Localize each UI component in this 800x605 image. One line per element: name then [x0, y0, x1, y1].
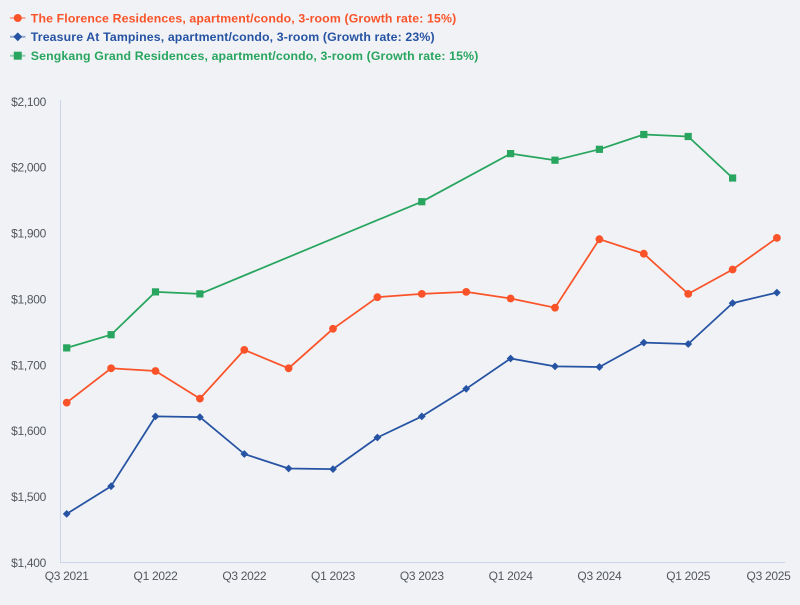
- svg-text:Q1 2023: Q1 2023: [311, 569, 356, 583]
- svg-text:$2,100: $2,100: [11, 95, 47, 109]
- svg-text:Q3 2021: Q3 2021: [45, 569, 90, 583]
- svg-text:$1,400: $1,400: [11, 556, 47, 570]
- svg-text:$2,000: $2,000: [11, 161, 47, 175]
- svg-text:Q3 2023: Q3 2023: [400, 569, 445, 583]
- svg-text:$1,800: $1,800: [11, 292, 47, 306]
- svg-text:Sengkang Grand Residences, apa: Sengkang Grand Residences, apartment/con…: [31, 49, 479, 63]
- svg-text:Q3 2022: Q3 2022: [222, 569, 267, 583]
- svg-text:Q3 2025: Q3 2025: [747, 569, 792, 583]
- svg-text:$1,900: $1,900: [11, 227, 47, 241]
- svg-text:$1,700: $1,700: [11, 358, 47, 372]
- svg-text:Q3 2024: Q3 2024: [577, 569, 622, 583]
- svg-text:The Florence Residences, apart: The Florence Residences, apartment/condo…: [31, 11, 457, 25]
- svg-text:Q1 2025: Q1 2025: [666, 569, 711, 583]
- svg-text:$1,600: $1,600: [11, 424, 47, 438]
- svg-text:$1,500: $1,500: [11, 490, 47, 504]
- svg-text:Q1 2022: Q1 2022: [134, 569, 179, 583]
- svg-text:Q1 2024: Q1 2024: [489, 569, 534, 583]
- svg-text:Treasure At Tampines, apartmen: Treasure At Tampines, apartment/condo, 3…: [31, 30, 435, 44]
